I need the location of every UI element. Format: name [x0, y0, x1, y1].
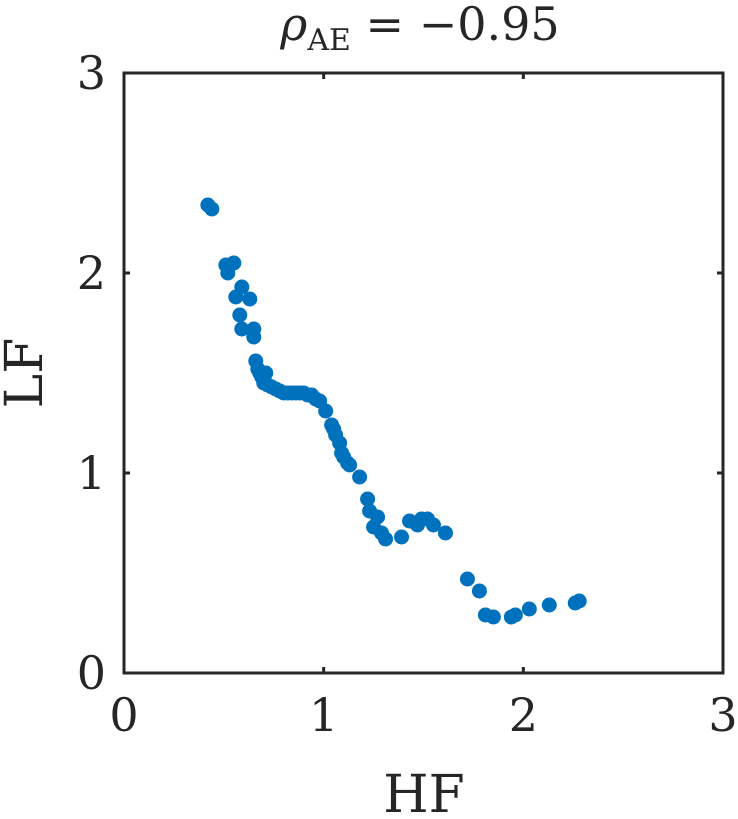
- data-point: [246, 329, 262, 345]
- title-value: = −0.95: [351, 0, 560, 51]
- data-point: [507, 607, 523, 623]
- y-axis-label: LF: [0, 338, 55, 409]
- data-point: [352, 469, 368, 485]
- data-point: [425, 517, 441, 533]
- data-point: [258, 365, 274, 381]
- x-tick-label: 2: [509, 688, 538, 742]
- tick-labels: 0 1 2 3 0 1 2 3: [77, 46, 738, 742]
- chart-title: ρAE = −0.95: [279, 0, 559, 58]
- data-point: [394, 529, 410, 545]
- data-point: [342, 457, 358, 473]
- data-point: [485, 609, 501, 625]
- y-tick-label: 0: [77, 646, 106, 700]
- x-tick-label: 1: [309, 688, 338, 742]
- data-point: [232, 307, 248, 323]
- title-symbol: ρ: [279, 0, 307, 51]
- data-point: [234, 321, 250, 337]
- data-point: [234, 279, 250, 295]
- data-point: [226, 255, 242, 271]
- data-point: [571, 593, 587, 609]
- data-point: [370, 509, 386, 525]
- data-point: [437, 525, 453, 541]
- title: ρAE = −0.95: [279, 0, 559, 58]
- y-tick-label: 3: [77, 46, 106, 100]
- data-point: [242, 291, 258, 307]
- y-tick-label: 2: [77, 246, 106, 300]
- x-axis-label: HF: [383, 765, 464, 819]
- x-tick-label: 3: [708, 688, 737, 742]
- axis-ticks: [122, 71, 725, 675]
- data-point: [318, 403, 334, 419]
- data-point: [378, 531, 394, 547]
- x-tick-label: 0: [109, 688, 138, 742]
- data-point: [471, 583, 487, 599]
- y-tick-label: 1: [77, 446, 106, 500]
- title-subscript: AE: [306, 23, 351, 58]
- data-point: [459, 571, 475, 587]
- data-point: [541, 597, 557, 613]
- data-point: [204, 201, 220, 217]
- data-points: [200, 197, 587, 625]
- data-point: [521, 601, 537, 617]
- plot-frame: [122, 71, 725, 675]
- data-point: [360, 491, 376, 507]
